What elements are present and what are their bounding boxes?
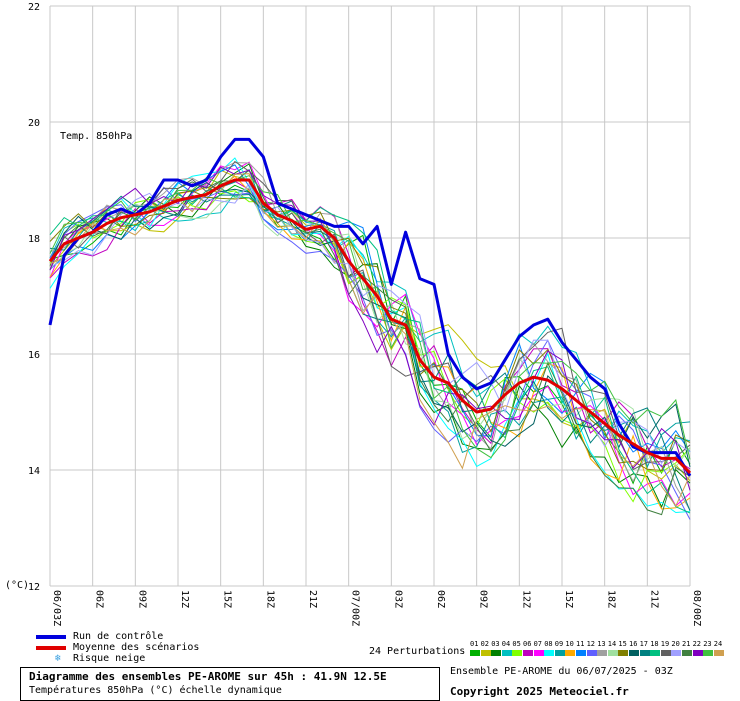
perturbation-line — [49, 169, 691, 516]
perturbation-number: 21 — [682, 640, 691, 648]
x-tick-label: 06/03Z — [51, 590, 62, 626]
control-run-line — [48, 137, 692, 477]
perturbation-number: 02 — [480, 640, 490, 648]
x-tick-label: 12Z — [520, 590, 531, 608]
perturbation-number: 23 — [703, 640, 712, 648]
legend-control-label: Run de contrôle — [73, 631, 164, 642]
y-unit-label: (°C) — [5, 580, 30, 591]
y-tick-label: 22 — [28, 2, 40, 13]
perturbation-swatch — [639, 650, 650, 656]
perturbation-number: 10 — [565, 640, 574, 648]
perturbation-number: 14 — [607, 640, 617, 648]
perturbation-swatch — [576, 650, 586, 656]
perturbation-number: 11 — [576, 640, 585, 648]
ensemble-mean-line — [48, 178, 692, 474]
perturbation-number: 24 — [713, 640, 723, 648]
x-tick-label: 12Z — [179, 590, 190, 608]
perturbation-swatch — [470, 650, 480, 656]
inner-label: Temp. 850hPa — [60, 131, 132, 142]
perturbation-line — [49, 160, 691, 471]
perturbation-swatch — [554, 650, 565, 656]
perturbation-swatch — [597, 650, 608, 656]
perturbation-swatch — [533, 650, 544, 656]
perturbation-number: 04 — [501, 640, 511, 648]
x-tick-label: 15Z — [222, 590, 233, 608]
x-tick-label: 21Z — [307, 590, 318, 608]
mean-swatch — [36, 646, 66, 650]
x-tick-label: 15Z — [563, 590, 574, 608]
x-tick-label: 09Z — [478, 590, 489, 608]
y-tick-label: 16 — [28, 350, 40, 361]
perturbation-swatch — [565, 650, 576, 656]
perturbation-swatch — [491, 650, 502, 656]
x-tick-label: 21Z — [648, 590, 659, 608]
perturbation-number: 01 — [470, 640, 479, 648]
perturbation-swatch — [523, 650, 533, 656]
perturbation-number: 15 — [618, 640, 627, 648]
perturbation-swatch — [660, 650, 671, 656]
perturbation-swatch — [544, 650, 555, 656]
title-box: Diagramme des ensembles PE-AROME sur 45h… — [20, 667, 440, 701]
y-tick-label: 18 — [28, 234, 40, 245]
copyright: Copyright 2025 Meteociel.fr — [450, 685, 629, 698]
x-tick-label: 07/00Z — [350, 590, 361, 626]
perturbation-swatch — [629, 650, 639, 656]
legend-mean-label: Moyenne des scénarios — [73, 642, 200, 653]
x-tick-label: 06Z — [94, 590, 105, 608]
perturbation-number: 19 — [660, 640, 670, 648]
perturbation-swatch — [692, 650, 703, 656]
perturbation-number: 06 — [523, 640, 532, 648]
perturbation-number: 16 — [629, 640, 638, 648]
perturbation-swatch — [607, 650, 618, 656]
perturbation-swatch — [682, 650, 692, 656]
x-tick-label: 03Z — [392, 590, 403, 608]
x-tick-label: 18Z — [606, 590, 617, 608]
perturbation-line — [49, 166, 691, 491]
x-tick-label: 06Z — [435, 590, 446, 608]
snowflake-icon: ❄ — [55, 653, 62, 664]
perturbation-number: 03 — [491, 640, 500, 648]
perturbation-swatch — [703, 650, 714, 656]
perturbation-number: 17 — [639, 640, 649, 648]
y-tick-label: 12 — [28, 582, 40, 593]
perturbation-number: 09 — [554, 640, 564, 648]
perturbation-number: 13 — [597, 640, 606, 648]
x-tick-label: 08/00Z — [691, 590, 702, 626]
perturbation-swatch — [512, 650, 523, 656]
perturbation-line — [49, 190, 691, 472]
ensemble-info: Ensemble PE-AROME du 06/07/2025 - 03Z — [450, 666, 673, 677]
perturbation-number: 22 — [692, 640, 702, 648]
perturbation-number: 12 — [586, 640, 596, 648]
perturbation-swatch — [480, 650, 491, 656]
perturbation-swatch — [650, 650, 661, 656]
perturbation-swatch — [501, 650, 512, 656]
perturbation-swatch — [671, 650, 682, 656]
perturbation-number: 05 — [512, 640, 521, 648]
x-tick-label: 09Z — [136, 590, 147, 608]
perturbation-number: 07 — [533, 640, 543, 648]
perturbations-label: 24 Perturbations — [369, 646, 466, 657]
perturbation-number: 18 — [650, 640, 659, 648]
legend-snow-label: Risque neige — [73, 653, 146, 664]
y-tick-label: 14 — [28, 466, 40, 477]
control-swatch — [36, 635, 66, 639]
x-tick-label: 18Z — [264, 590, 275, 608]
perturbation-line — [49, 157, 691, 514]
perturbation-number: 20 — [671, 640, 680, 648]
perturbation-swatch — [713, 650, 724, 656]
perturbation-number: 08 — [544, 640, 553, 648]
chart-title: Diagramme des ensembles PE-AROME sur 45h… — [29, 670, 387, 683]
perturbation-swatch — [586, 650, 597, 656]
perturbation-swatch — [618, 650, 629, 656]
chart-subtitle: Températures 850hPa (°C) échelle dynamiq… — [29, 685, 282, 696]
y-tick-label: 20 — [28, 118, 40, 129]
